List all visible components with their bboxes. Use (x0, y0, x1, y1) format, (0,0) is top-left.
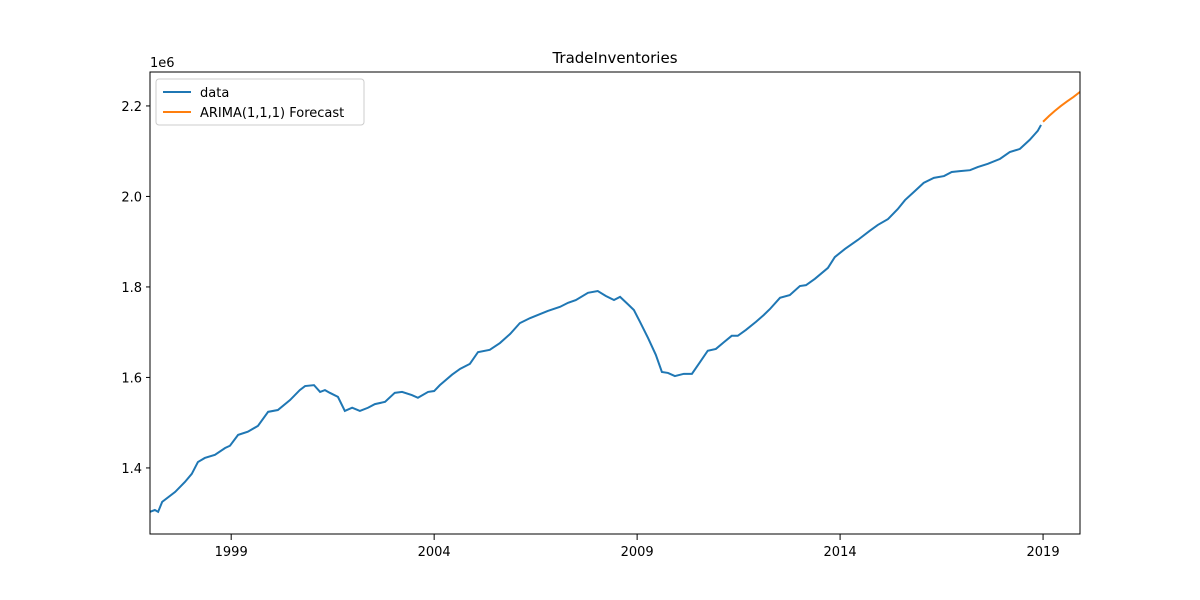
chart-title: TradeInventories (551, 49, 677, 67)
legend-label: data (200, 86, 229, 101)
y-tick-label: 2.2 (121, 100, 142, 115)
x-tick-label: 1999 (215, 545, 248, 560)
x-tick-label: 2014 (824, 545, 857, 560)
data-line (150, 124, 1042, 514)
legend-label: ARIMA(1,1,1) Forecast (200, 106, 344, 121)
y-tick-label: 1.4 (121, 462, 142, 477)
x-tick-label: 2009 (621, 545, 654, 560)
y-tick-label: 1.6 (121, 371, 142, 386)
data-line (1042, 91, 1080, 123)
x-tick-label: 2004 (418, 545, 451, 560)
y-tick-label: 1.8 (121, 281, 142, 296)
y-tick-label: 2.0 (121, 190, 142, 205)
legend-box (155, 78, 365, 126)
axis-offset-label: 1e6 (150, 56, 175, 71)
plot-frame (149, 71, 1081, 535)
x-tick-label: 2019 (1027, 545, 1060, 560)
